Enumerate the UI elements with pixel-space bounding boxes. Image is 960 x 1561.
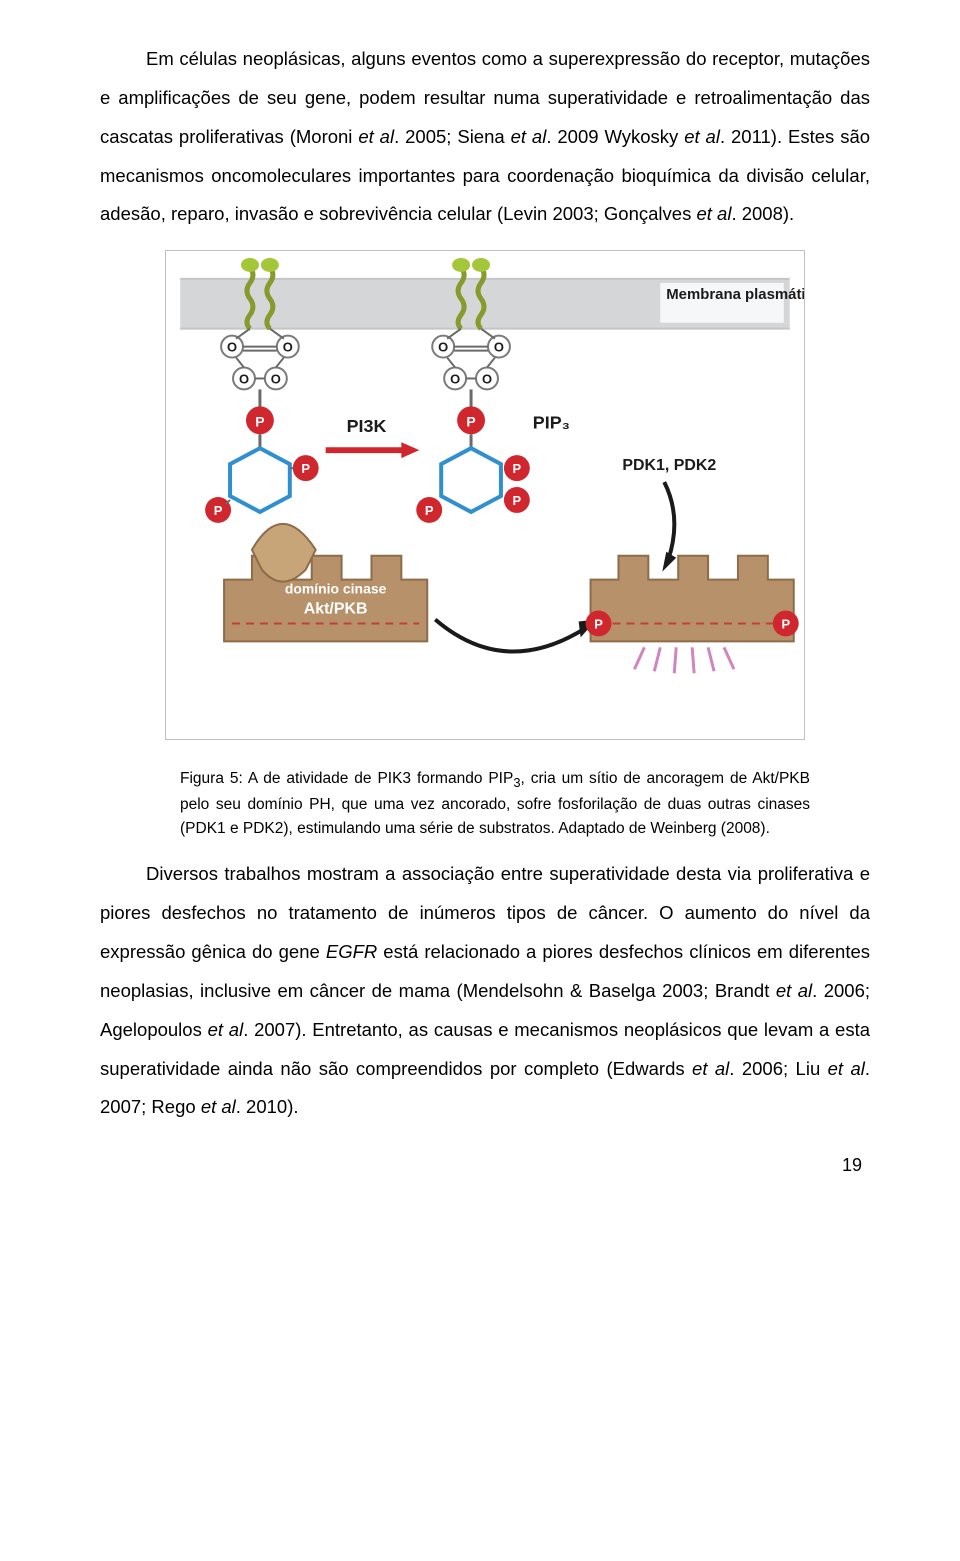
svg-text:O: O [227,340,237,355]
svg-text:O: O [239,372,249,387]
text-italic: EGFR [326,941,377,962]
text-italic: et al [696,203,731,224]
svg-text:PI3K: PI3K [347,416,387,436]
text-italic: et al [358,126,394,147]
activity-rays [634,648,734,674]
svg-text:O: O [271,372,281,387]
svg-text:O: O [283,340,293,355]
paragraph-2: Diversos trabalhos mostram a associação … [100,855,870,1127]
svg-text:Akt/PKB: Akt/PKB [304,601,368,618]
pdk-label: PDK1, PDK2 [622,457,716,474]
svg-text:P: P [513,461,522,476]
figure-5: Membrana plasmática O O O O [100,250,870,745]
text-italic: et al [828,1058,865,1079]
text-segment: . 2010). [236,1096,299,1117]
pdk-arrow-head [662,552,676,572]
pdk-arrow-line [664,482,674,560]
text-italic: et al [692,1058,729,1079]
text-segment: . 2005; Siena [394,126,511,147]
text-italic: et al [684,126,720,147]
svg-text:domínio cinase: domínio cinase [285,581,387,597]
svg-text:O: O [450,372,460,387]
svg-text:domínio PH: domínio PH [317,539,394,555]
page-number: 19 [100,1155,870,1176]
text-italic: et al [201,1096,236,1117]
paragraph-1: Em células neoplásicas, alguns eventos c… [100,40,870,234]
text-segment: . 2008). [731,203,794,224]
svg-text:O: O [438,340,448,355]
svg-text:P: P [301,461,310,476]
svg-text:O: O [494,340,504,355]
akt-right: P P [586,556,799,642]
svg-text:O: O [482,372,492,387]
svg-text:P: P [466,414,475,430]
figure-svg: Membrana plasmática O O O O [165,250,805,740]
svg-text:P: P [513,493,522,508]
text-italic: et al [511,126,547,147]
svg-text:P: P [255,414,264,430]
membrane-label-1: Membrana plasmática [666,286,805,303]
caption-sub: 3 [513,775,520,790]
svg-text:P: P [425,503,434,518]
svg-text:P: P [781,617,790,632]
transition-arrow-line [435,620,586,652]
svg-text:P: P [594,617,603,632]
svg-text:P: P [214,503,223,518]
akt-left: domínio PH domínio cinase Akt/PKB [224,524,427,642]
text-italic: et al [776,980,812,1001]
figure-caption: Figura 5: A de atividade de PIK3 formand… [180,767,810,841]
text-italic: et al [208,1019,244,1040]
pip3-label: PIP₃ [533,412,570,432]
caption-segment: Figura 5: A de atividade de PIK3 formand… [180,770,513,787]
pi3k-arrow: PI3K [326,415,420,459]
text-segment: . 2006; Liu [729,1058,827,1079]
text-segment: . 2009 Wykosky [546,126,684,147]
